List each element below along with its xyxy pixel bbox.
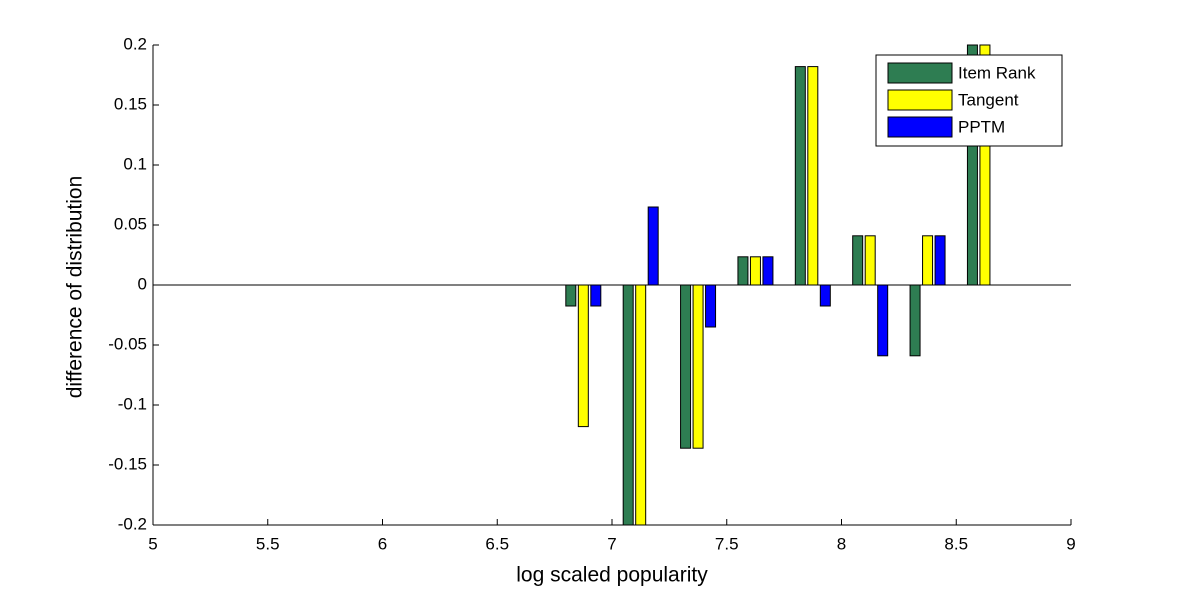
bar — [749, 256, 761, 286]
bar — [565, 284, 577, 307]
legend-label: Tangent — [958, 90, 1019, 109]
y-tick-label: -0.15 — [108, 454, 147, 473]
bar — [737, 256, 749, 286]
legend-label: PPTM — [958, 117, 1005, 136]
bar — [590, 284, 602, 307]
legend-swatch — [887, 116, 953, 138]
y-tick-label: 0 — [138, 274, 147, 293]
bar — [692, 284, 704, 449]
y-tick-label: -0.2 — [118, 514, 147, 533]
x-tick-label: 6.5 — [485, 534, 509, 553]
y-tick-label: -0.1 — [118, 394, 147, 413]
x-tick-label: 7.5 — [715, 534, 739, 553]
bar — [934, 235, 946, 286]
bar — [979, 44, 991, 286]
bar — [852, 235, 864, 286]
bar — [807, 66, 819, 286]
x-tick-label: 8.5 — [944, 534, 968, 553]
legend-swatch — [887, 89, 953, 111]
y-tick-label: 0.05 — [114, 214, 147, 233]
bar — [762, 256, 774, 286]
bar — [705, 284, 717, 328]
bar — [877, 284, 889, 357]
y-tick-label: -0.05 — [108, 334, 147, 353]
bar — [864, 235, 876, 286]
x-tick-label: 9 — [1066, 534, 1075, 553]
bar — [622, 284, 634, 526]
y-axis-label: difference of distribution — [64, 176, 87, 399]
bar — [635, 284, 647, 526]
bar — [680, 284, 692, 449]
bar — [922, 235, 934, 286]
bar — [647, 206, 659, 286]
x-tick-label: 5.5 — [256, 534, 280, 553]
x-axis-label: log scaled popularity — [516, 564, 708, 587]
x-tick-label: 5 — [148, 534, 157, 553]
bar — [794, 66, 806, 286]
bar — [909, 284, 921, 357]
y-tick-label: 0.2 — [123, 34, 147, 53]
legend-swatch — [887, 62, 953, 84]
y-tick-label: 0.15 — [114, 94, 147, 113]
x-tick-label: 6 — [378, 534, 387, 553]
bar — [966, 44, 978, 286]
legend-label: Item Rank — [958, 63, 1036, 82]
bar — [819, 284, 831, 307]
x-tick-label: 7 — [607, 534, 616, 553]
bar — [577, 284, 589, 428]
x-tick-label: 8 — [837, 534, 846, 553]
y-tick-label: 0.1 — [123, 154, 147, 173]
